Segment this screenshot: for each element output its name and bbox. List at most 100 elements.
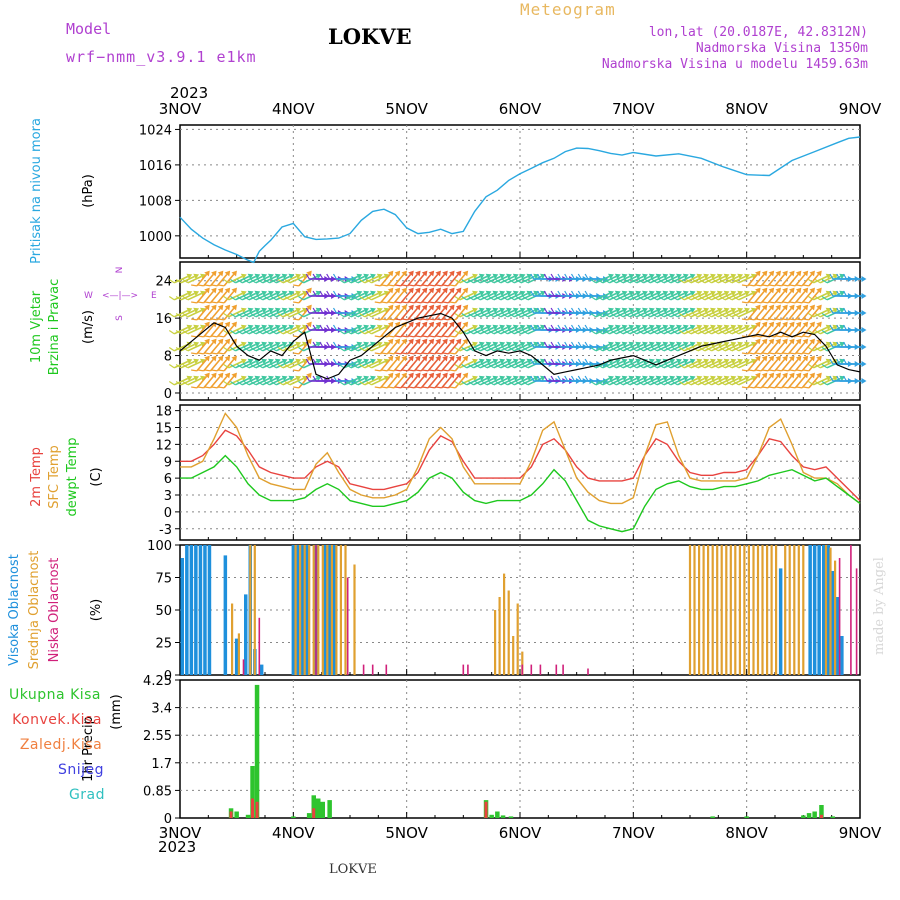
wind-barb bbox=[762, 287, 781, 304]
wind-barb-shaft bbox=[808, 375, 820, 389]
wind-barb-flag bbox=[277, 313, 284, 318]
wind-barb-flag bbox=[359, 381, 365, 386]
wind-barb bbox=[338, 307, 363, 318]
wind-barb-head bbox=[376, 375, 383, 382]
wind-barb-flag bbox=[624, 313, 631, 318]
wind-barb-shaft bbox=[447, 358, 459, 372]
wind-barb-flag bbox=[557, 358, 562, 365]
wind-barb bbox=[461, 307, 485, 318]
wind-barb-flag bbox=[442, 369, 449, 372]
wind-barb-head bbox=[789, 372, 795, 379]
wind-barb-shaft bbox=[434, 290, 446, 304]
wind-barb bbox=[395, 372, 414, 389]
wind-barb-head bbox=[744, 358, 750, 365]
wind-barb-flag bbox=[264, 296, 270, 301]
wind-barb-flag bbox=[692, 381, 699, 386]
wind-barb-head bbox=[306, 270, 312, 277]
wind-barb-shaft bbox=[595, 360, 610, 369]
wind-barb-flag bbox=[401, 369, 408, 372]
wind-barb-head bbox=[449, 355, 455, 362]
wind-barb bbox=[706, 273, 730, 284]
wind-barb bbox=[803, 355, 822, 372]
wind-barb-head bbox=[744, 324, 750, 331]
wind-barb-flag bbox=[298, 296, 304, 301]
wind-barb-head bbox=[614, 307, 621, 314]
wind-barb bbox=[685, 307, 710, 318]
wind-barb-shaft bbox=[248, 360, 263, 369]
wind-barb-flag bbox=[836, 358, 841, 365]
wind-barb-shaft bbox=[371, 292, 386, 301]
temp-ylabel-dewpt: dewpt Temp bbox=[65, 437, 80, 516]
wind-barb bbox=[182, 307, 206, 318]
wind-barb-flag bbox=[719, 347, 726, 352]
wind-barb bbox=[474, 358, 499, 369]
wind-barb bbox=[796, 321, 815, 338]
wind-barb-flag bbox=[624, 330, 631, 335]
wind-barb-flag bbox=[658, 330, 665, 335]
wind-barb-flag bbox=[270, 364, 277, 369]
wind-barb-shaft bbox=[248, 343, 263, 352]
wind-barb-flag bbox=[712, 330, 719, 335]
wind-barb-shaft bbox=[717, 343, 733, 352]
wind-barb-shaft bbox=[459, 326, 474, 335]
wind-barb-shaft bbox=[493, 360, 508, 369]
wind-barb-head bbox=[421, 372, 428, 379]
wind-barb bbox=[610, 307, 635, 318]
wind-barb-head bbox=[442, 270, 448, 277]
wind-barb bbox=[374, 355, 394, 372]
precip-bar-0 bbox=[250, 766, 255, 818]
wind-barb bbox=[803, 304, 822, 321]
wind-barb-shaft bbox=[801, 324, 813, 338]
wind-barb-flag bbox=[741, 301, 748, 304]
wind-barb-flag bbox=[257, 313, 263, 318]
wind-barb-shaft bbox=[434, 341, 446, 355]
wind-barb bbox=[803, 270, 822, 287]
wind-barb-shaft bbox=[393, 290, 405, 304]
wind-barb-shaft bbox=[228, 343, 243, 352]
wind-barb-flag bbox=[803, 301, 810, 304]
wind-barb-head bbox=[394, 372, 401, 379]
wind-barb-shaft bbox=[801, 375, 813, 389]
wind-barb-shaft bbox=[747, 273, 758, 287]
wind-barb-head bbox=[387, 372, 394, 379]
wind-barb-shaft bbox=[298, 375, 310, 389]
wind-barb-head bbox=[782, 287, 788, 294]
wind-barb-shaft bbox=[379, 341, 391, 355]
wind-barb-head bbox=[428, 355, 435, 362]
wind-barb-head bbox=[394, 287, 401, 294]
wind-barb bbox=[381, 304, 401, 321]
wind-barb bbox=[733, 290, 757, 301]
wind-barb-shaft bbox=[656, 377, 671, 386]
wind-barb-head bbox=[268, 358, 274, 365]
y-tick-label: 16 bbox=[155, 312, 172, 327]
wind-barb bbox=[366, 324, 390, 335]
wind-barb-shaft bbox=[622, 360, 637, 369]
wind-barb-head bbox=[240, 341, 247, 348]
wind-barb-flag bbox=[422, 318, 429, 321]
wind-barb-head bbox=[768, 355, 775, 362]
wind-barb bbox=[789, 355, 809, 372]
compass-s: S bbox=[115, 315, 125, 321]
wind-barb bbox=[359, 358, 383, 369]
wind-barb-head bbox=[231, 372, 237, 379]
wind-barb-head bbox=[478, 358, 485, 365]
wind-barb bbox=[481, 290, 506, 301]
wind-barb-head bbox=[676, 341, 682, 348]
wind-barb bbox=[631, 290, 655, 301]
wind-barb bbox=[706, 375, 730, 386]
wind-barb-flag bbox=[821, 279, 828, 284]
wind-barb-head bbox=[394, 355, 401, 362]
wind-barb-shaft bbox=[753, 307, 765, 321]
wind-barb-flag bbox=[597, 330, 603, 335]
wind-barb-head bbox=[478, 307, 485, 314]
wind-barb bbox=[218, 287, 237, 304]
wind-barb-shaft bbox=[493, 343, 508, 352]
wind-barb-flag bbox=[672, 296, 678, 301]
wind-barb-head bbox=[306, 321, 312, 328]
wind-barb-head bbox=[274, 290, 281, 297]
wind-barb-head bbox=[642, 290, 648, 297]
wind-barb-head bbox=[254, 341, 261, 348]
wind-barb-head bbox=[662, 324, 669, 331]
wind-barb-shaft bbox=[262, 309, 277, 318]
